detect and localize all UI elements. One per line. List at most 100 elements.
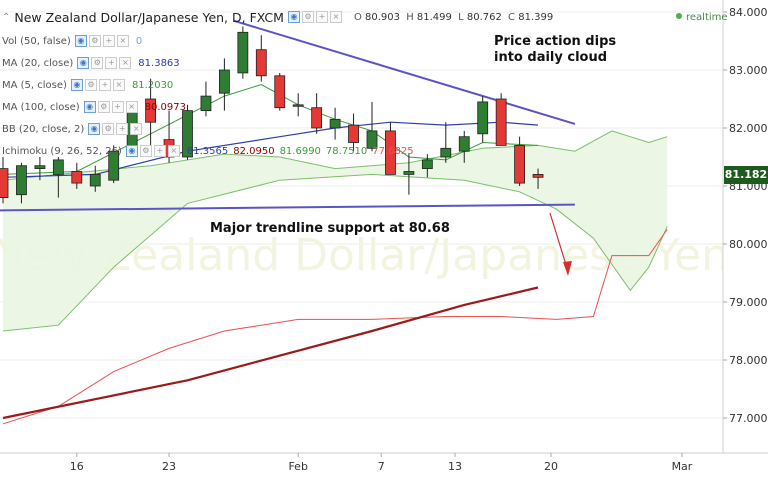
header-controls[interactable]: ◉ ⚙ + × bbox=[287, 11, 344, 23]
symbol-header: ⌃ New Zealand Dollar/Japanese Yen, D, FX… bbox=[2, 4, 553, 30]
eye-icon[interactable]: ◉ bbox=[74, 35, 87, 47]
collapse-icon[interactable]: ⌃ bbox=[2, 11, 11, 23]
indicator-controls[interactable]: ◉ ⚙ + × bbox=[83, 101, 140, 113]
indicator-value: 81.3863 bbox=[138, 57, 180, 69]
indicator-controls[interactable]: ◉ ⚙ + × bbox=[88, 123, 144, 135]
ma100-line bbox=[2, 286, 539, 420]
candle-body bbox=[182, 110, 193, 158]
realtime-indicator: realtime bbox=[676, 12, 728, 23]
x-tick-label: 20 bbox=[544, 460, 558, 473]
indicator-value: 82.0950 bbox=[233, 145, 275, 157]
indicator-value: 80.0973 bbox=[144, 101, 187, 113]
x-tick-label: 13 bbox=[448, 460, 462, 473]
ohlc-values: O 80.903 H 81.499 L 80.762 C 81.399 bbox=[353, 11, 554, 23]
indicator-label: Vol (50, false) bbox=[2, 35, 71, 47]
candle-body bbox=[34, 165, 46, 169]
candle-body bbox=[52, 159, 64, 175]
candle-body bbox=[403, 171, 415, 175]
x-tick-label: Feb bbox=[288, 460, 307, 473]
candle-body bbox=[237, 31, 249, 74]
indicator-row[interactable]: Vol (50, false) ◉ ⚙ + × 0 bbox=[2, 30, 553, 52]
candle-body bbox=[255, 49, 267, 77]
close-icon[interactable]: × bbox=[130, 123, 143, 135]
candle-body bbox=[348, 124, 359, 143]
candle-body bbox=[0, 168, 9, 199]
add-icon[interactable]: + bbox=[111, 101, 124, 113]
realtime-dot-icon bbox=[676, 13, 682, 19]
indicator-value: 78.7510 bbox=[325, 145, 368, 157]
indicator-row[interactable]: MA (20, close) ◉ ⚙ + × 81.3863 bbox=[2, 52, 553, 74]
close-icon[interactable]: × bbox=[116, 35, 129, 47]
lagging-span-line bbox=[2, 229, 668, 425]
indicator-controls[interactable]: ◉ ⚙ + × bbox=[74, 35, 131, 47]
settings-icon[interactable]: ⚙ bbox=[97, 101, 110, 113]
candle-body bbox=[421, 159, 433, 169]
y-tick-label: 78.000 bbox=[729, 354, 768, 367]
indicator-controls[interactable]: ◉ ⚙ + × bbox=[77, 57, 133, 69]
close-icon[interactable]: × bbox=[125, 101, 138, 113]
add-icon[interactable]: + bbox=[102, 35, 115, 47]
candle-body bbox=[71, 171, 83, 184]
indicator-row[interactable]: MA (5, close) ◉ ⚙ + × 81.2030 bbox=[2, 74, 553, 96]
add-icon[interactable]: + bbox=[315, 11, 328, 23]
candle-body bbox=[440, 147, 452, 158]
y-tick-label: 79.000 bbox=[729, 296, 768, 309]
support-trendline bbox=[0, 203, 575, 212]
candle-body bbox=[458, 136, 470, 152]
candle-body bbox=[218, 69, 230, 94]
settings-icon[interactable]: ⚙ bbox=[139, 145, 152, 157]
resistance-trendline bbox=[233, 19, 576, 125]
indicator-controls[interactable]: ◉ ⚙ + × bbox=[70, 79, 127, 91]
eye-icon[interactable]: ◉ bbox=[77, 57, 90, 69]
annotation-cloud: Price action dips into daily cloud bbox=[494, 34, 617, 65]
eye-icon[interactable]: ◉ bbox=[125, 145, 138, 157]
y-tick-label: 80.000 bbox=[729, 238, 768, 251]
indicator-row[interactable]: BB (20, close, 2) ◉ ⚙ + × bbox=[2, 118, 553, 140]
indicator-controls[interactable]: ◉ ⚙ + × bbox=[125, 145, 182, 157]
indicator-value: 0 bbox=[135, 35, 143, 47]
candle-body bbox=[274, 75, 286, 109]
eye-icon[interactable]: ◉ bbox=[83, 101, 96, 113]
eye-icon[interactable]: ◉ bbox=[88, 123, 101, 135]
settings-icon[interactable]: ⚙ bbox=[88, 35, 101, 47]
indicator-label: MA (5, close) bbox=[2, 79, 67, 91]
arrow-line bbox=[549, 212, 568, 269]
annotation-support: Major trendline support at 80.68 bbox=[210, 221, 450, 236]
close-icon[interactable]: × bbox=[112, 79, 125, 91]
candle-body bbox=[329, 118, 341, 129]
x-tick-label: 23 bbox=[162, 460, 176, 473]
close-icon[interactable]: × bbox=[167, 145, 180, 157]
settings-icon[interactable]: ⚙ bbox=[301, 11, 314, 23]
settings-icon[interactable]: ⚙ bbox=[91, 57, 104, 69]
candle-body bbox=[145, 98, 157, 123]
arrow-head-icon bbox=[563, 261, 572, 276]
eye-icon[interactable]: ◉ bbox=[70, 79, 83, 91]
last-price-tag: 81.182 bbox=[724, 166, 768, 184]
x-tick-label: 7 bbox=[378, 460, 385, 473]
add-icon[interactable]: + bbox=[116, 123, 129, 135]
indicator-row[interactable]: MA (100, close) ◉ ⚙ + × 80.0973 bbox=[2, 96, 553, 118]
candle-body bbox=[366, 130, 378, 149]
add-icon[interactable]: + bbox=[153, 145, 166, 157]
close-icon[interactable]: × bbox=[119, 57, 132, 69]
x-tick-label: 16 bbox=[70, 460, 84, 473]
settings-icon[interactable]: ⚙ bbox=[102, 123, 115, 135]
y-tick-label: 82.000 bbox=[729, 122, 768, 135]
candle-body bbox=[477, 101, 489, 135]
candle-body bbox=[89, 173, 101, 187]
eye-icon[interactable]: ◉ bbox=[287, 11, 300, 23]
add-icon[interactable]: + bbox=[105, 57, 118, 69]
candle-body bbox=[200, 95, 212, 111]
y-tick-label: 83.000 bbox=[729, 64, 768, 77]
close-icon[interactable]: × bbox=[329, 11, 342, 23]
candle-body bbox=[532, 173, 544, 178]
indicator-value: 81.2030 bbox=[131, 79, 174, 91]
ichimoku-cloud bbox=[3, 130, 668, 331]
indicator-value: 81.6990 bbox=[279, 145, 321, 157]
indicator-label: BB (20, close, 2) bbox=[2, 123, 85, 135]
candle-body bbox=[385, 130, 396, 175]
indicator-row[interactable]: Ichimoku (9, 26, 52, 26) ◉ ⚙ + × 81.3565 82.09… bbox=[2, 140, 553, 162]
candle-body bbox=[495, 98, 507, 146]
settings-icon[interactable]: ⚙ bbox=[84, 79, 97, 91]
add-icon[interactable]: + bbox=[98, 79, 111, 91]
